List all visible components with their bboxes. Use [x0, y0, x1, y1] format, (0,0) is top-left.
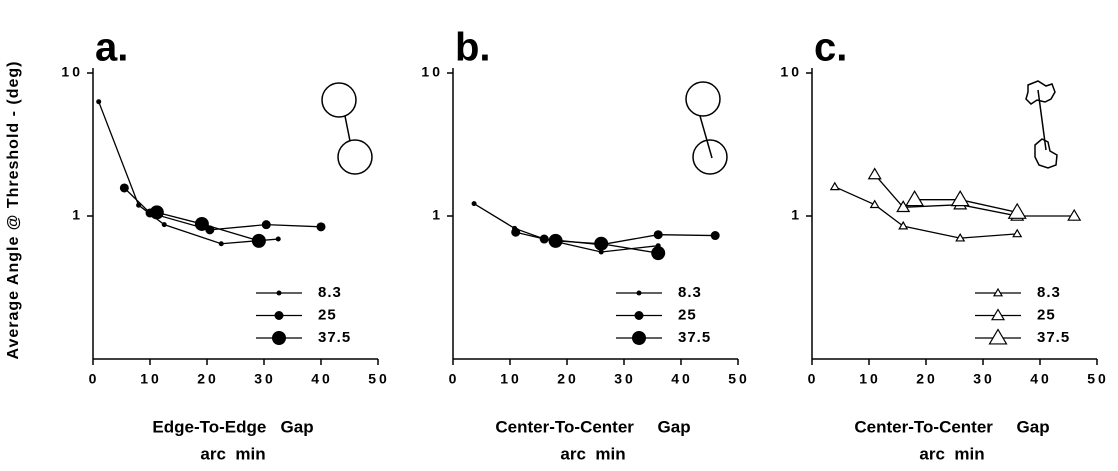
legend-marker [634, 311, 644, 320]
legend-label: 25 [1037, 306, 1056, 323]
data-point [471, 201, 477, 207]
series-line [473, 203, 659, 253]
legend-marker [632, 331, 646, 345]
data-point [511, 227, 521, 237]
x-tick-label: 20 [916, 371, 938, 387]
data-point [1007, 202, 1027, 219]
legend-label: 8.3 [678, 284, 702, 301]
x-tick-label: 30 [614, 371, 636, 387]
legend-label: 25 [318, 306, 337, 323]
data-point [867, 167, 882, 180]
data-point [955, 232, 966, 242]
data-point [194, 216, 209, 231]
legend-label: 8.3 [1037, 284, 1061, 301]
legend-marker [992, 287, 1004, 297]
y-tick-label: 1 [72, 207, 83, 223]
x-tick-label: 40 [671, 371, 693, 387]
x-tick-label: 30 [254, 371, 276, 387]
legend-label: 37.5 [1037, 329, 1070, 346]
x-axis-label: Center-To-Center Gap [854, 417, 1049, 436]
x-axis-label: arc min [560, 444, 625, 463]
data-point [594, 236, 609, 251]
data-point [96, 99, 102, 105]
x-axis-label: Edge-To-Edge Gap [152, 417, 313, 436]
x-tick-label: 10 [500, 371, 522, 387]
legend-marker [276, 290, 282, 296]
data-point [829, 181, 840, 191]
data-point [275, 236, 281, 242]
legend-label: 25 [678, 306, 697, 323]
y-tick-label: 10 [61, 64, 83, 80]
data-point [896, 200, 911, 213]
panel-title: c. [814, 26, 847, 70]
data-point [261, 220, 271, 230]
x-tick-label: 0 [808, 371, 819, 387]
legend-marker [636, 290, 642, 296]
y-tick-label: 1 [791, 207, 802, 223]
x-tick-label: 40 [1030, 371, 1052, 387]
y-axis-label: Average Angle @ Threshold - (deg) [5, 61, 22, 360]
legend-marker [988, 328, 1008, 345]
legend-label: 8.3 [318, 284, 342, 301]
legend-label: 37.5 [318, 329, 351, 346]
data-point [869, 199, 880, 209]
data-point [161, 222, 167, 228]
data-point [539, 234, 549, 244]
y-tick-label: 10 [780, 64, 802, 80]
data-point [905, 190, 925, 207]
data-point [149, 205, 164, 220]
legend-marker [274, 311, 284, 320]
data-point [710, 231, 720, 241]
x-tick-label: 0 [89, 371, 100, 387]
x-axis-label: arc min [919, 444, 984, 463]
data-point [316, 222, 326, 232]
series-line [834, 186, 1018, 239]
data-point [1067, 208, 1082, 221]
data-point [548, 233, 563, 248]
y-tick-label: 10 [421, 64, 443, 80]
panel-title: a. [95, 26, 128, 70]
inset-icons [321, 80, 1058, 175]
data-point [598, 249, 604, 255]
x-tick-label: 20 [557, 371, 579, 387]
legend-marker [990, 308, 1006, 321]
x-tick-label: 30 [973, 371, 995, 387]
x-tick-label: 20 [197, 371, 219, 387]
y-tick-label: 1 [432, 207, 443, 223]
x-tick-label: 50 [1087, 371, 1109, 387]
data-point [119, 183, 129, 193]
legend-marker [272, 331, 286, 345]
x-tick-label: 0 [449, 371, 460, 387]
data-point [898, 220, 909, 230]
x-tick-label: 50 [728, 371, 750, 387]
x-tick-label: 50 [368, 371, 390, 387]
data-point [251, 233, 266, 248]
data-point [651, 246, 666, 261]
x-axis-label: Center-To-Center Gap [495, 417, 690, 436]
series-line [98, 101, 279, 245]
data-point [218, 241, 224, 247]
x-tick-label: 10 [140, 371, 162, 387]
data-point [653, 230, 663, 240]
legend-label: 37.5 [678, 329, 711, 346]
data-point [950, 190, 970, 207]
panel-title: b. [455, 26, 491, 70]
x-tick-label: 40 [311, 371, 333, 387]
x-axis-label: arc min [200, 444, 265, 463]
x-tick-label: 10 [859, 371, 881, 387]
data-point [1012, 228, 1023, 238]
